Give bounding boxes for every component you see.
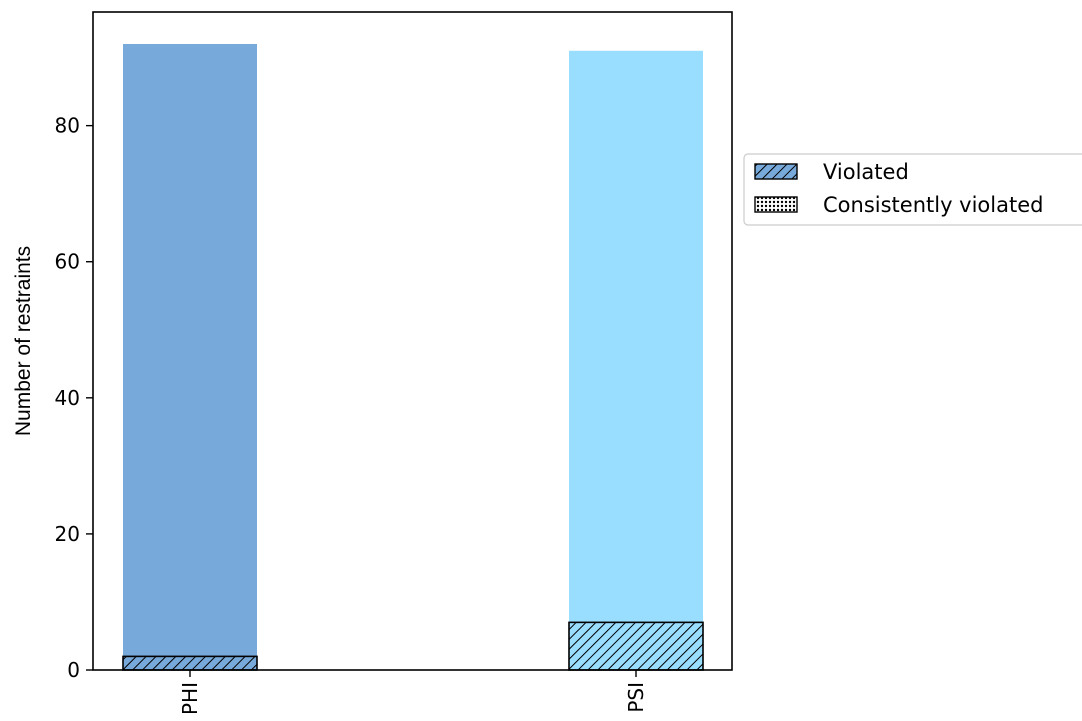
y-axis-ticks: 0 20 40 60 80 xyxy=(55,114,93,682)
bars-layer xyxy=(122,43,704,671)
legend-frame xyxy=(743,153,1082,226)
x-tick-label-psi: PSI xyxy=(624,682,648,713)
legend-label-violated: Violated xyxy=(823,160,909,184)
y-tick-label: 40 xyxy=(55,386,80,410)
y-tick-label: 0 xyxy=(67,658,80,682)
legend: Violated Consistently violated xyxy=(743,153,1082,226)
x-tick-label-phi: PHI xyxy=(178,682,202,715)
legend-label-consistently-violated: Consistently violated xyxy=(823,193,1043,217)
x-axis-ticks: PHI PSI xyxy=(178,670,648,715)
y-tick-label: 20 xyxy=(55,522,80,546)
legend-swatch-violated xyxy=(755,164,797,179)
y-tick-label: 60 xyxy=(55,250,80,274)
bar-violated-psi xyxy=(568,621,704,671)
plot-area-frame xyxy=(92,11,733,671)
bar-total-psi xyxy=(569,50,703,670)
y-axis-label: Number of restraints xyxy=(12,246,35,436)
y-tick-label: 80 xyxy=(55,114,80,138)
bar-total-phi xyxy=(123,43,257,670)
bar-violated-phi xyxy=(122,655,258,671)
legend-swatch-consistently-violated xyxy=(755,197,797,212)
